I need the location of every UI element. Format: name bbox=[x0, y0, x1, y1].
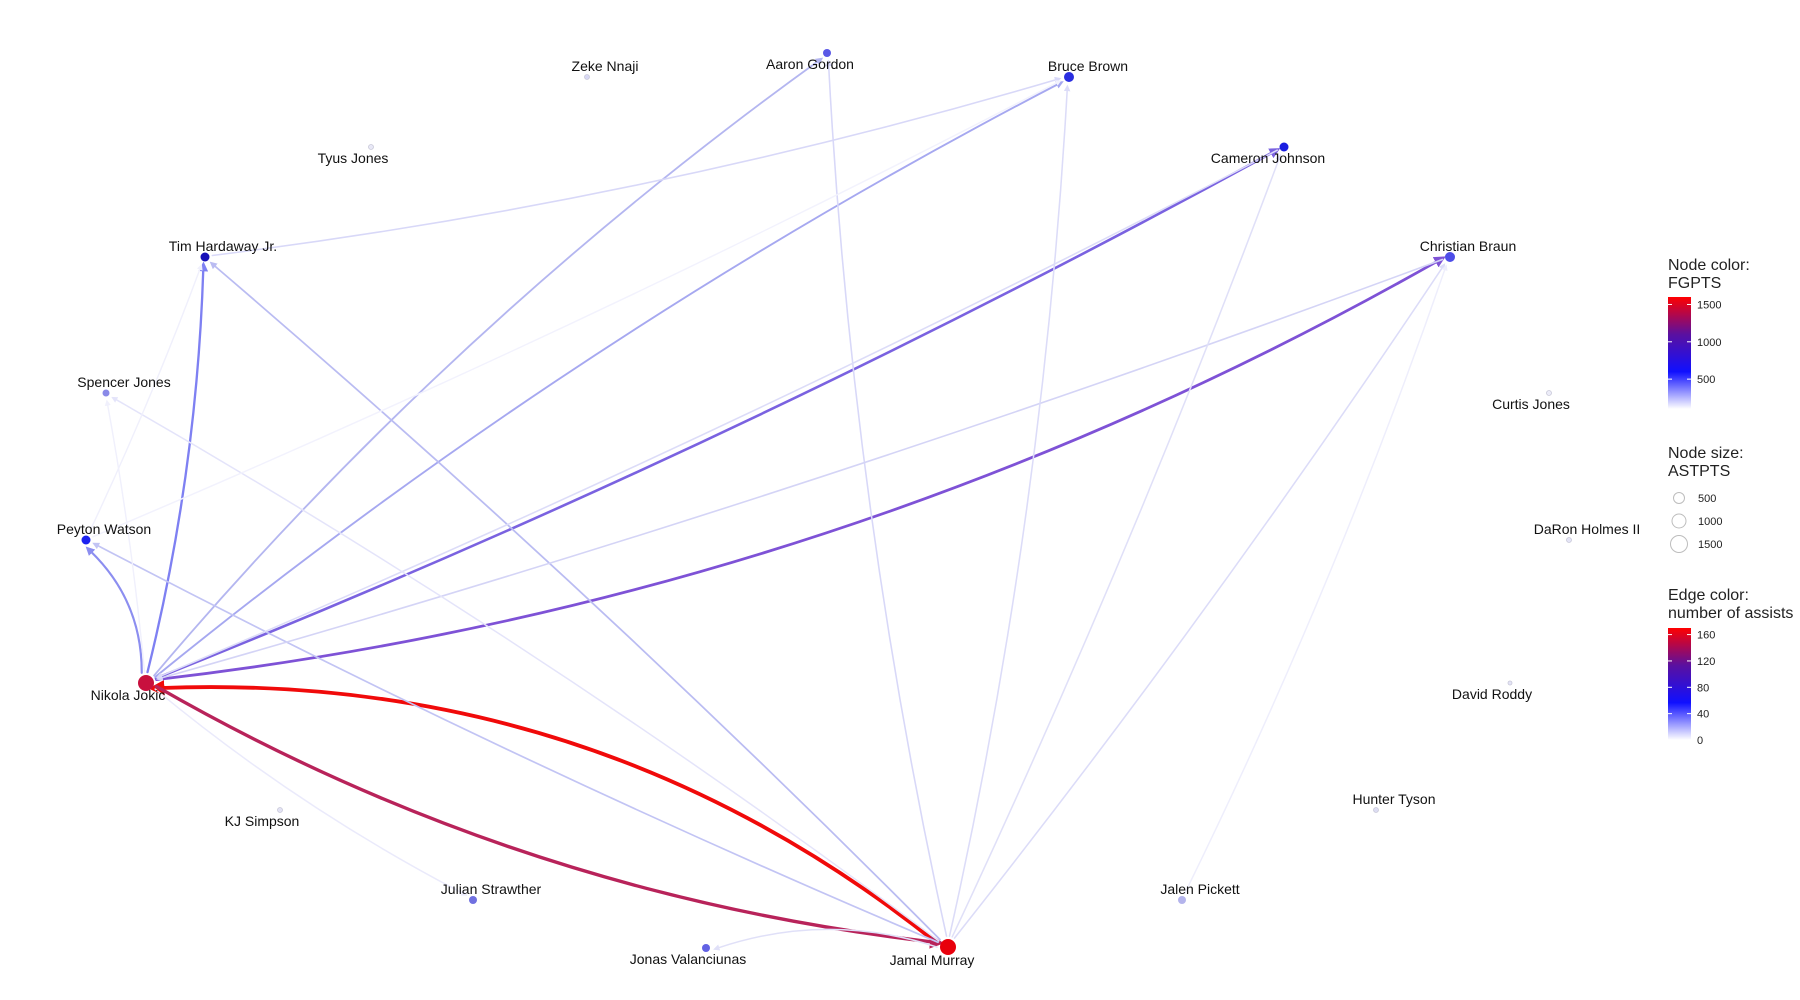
node-label-braun: Christian Braun bbox=[1420, 238, 1517, 254]
edge-jokic-to-watson bbox=[85, 546, 143, 674]
node-label-roddy: David Roddy bbox=[1452, 686, 1532, 702]
legend-tick-label: 0 bbox=[1697, 735, 1703, 747]
node-label-murray: Jamal Murray bbox=[890, 952, 975, 968]
node-simpson bbox=[277, 807, 283, 813]
node-label-sjones: Spencer Jones bbox=[77, 374, 170, 390]
node-braun bbox=[1445, 252, 1455, 262]
node-tyson bbox=[1373, 807, 1379, 813]
edge-murray-to-gordon bbox=[825, 59, 948, 937]
node-pickett bbox=[1178, 896, 1186, 904]
edge-layer bbox=[85, 57, 1448, 951]
node-label-tyson: Hunter Tyson bbox=[1352, 791, 1435, 807]
node-size-legend-label: 1500 bbox=[1698, 539, 1722, 551]
legend-tick-label: 40 bbox=[1697, 709, 1709, 721]
legend-tick-label: 1000 bbox=[1697, 337, 1721, 349]
edge-murray-to-sjones bbox=[111, 396, 940, 942]
node-size-legend-label: 1000 bbox=[1698, 516, 1722, 528]
edge-braun-to-jokic bbox=[156, 258, 1444, 681]
node-color-ticks: 1500 1000 500 bbox=[1668, 299, 1721, 386]
node-nnaji bbox=[584, 74, 590, 80]
node-hardaway bbox=[200, 252, 210, 262]
edge-murray-to-jokic bbox=[148, 679, 940, 946]
node-cjones bbox=[1546, 390, 1552, 396]
node-label-nnaji: Zeke Nnaji bbox=[572, 58, 639, 74]
node-label-hardaway: Tim Hardaway Jr. bbox=[169, 238, 277, 254]
edge-murray-to-braun bbox=[953, 263, 1446, 939]
legend-tick-label: 500 bbox=[1697, 374, 1715, 386]
node-color-legend-subtitle: FGPTS bbox=[1668, 275, 1721, 292]
node-valanciunas bbox=[702, 944, 710, 952]
node-jokic bbox=[138, 675, 154, 691]
node-label-holmes: DaRon Holmes II bbox=[1534, 521, 1641, 537]
edge-jokic-to-gordon bbox=[153, 57, 824, 677]
node-roddy bbox=[1507, 680, 1513, 686]
node-layer bbox=[81, 49, 1572, 955]
node-size-legend-circle bbox=[1670, 535, 1688, 553]
node-tjones bbox=[368, 144, 374, 150]
edge-jokic-to-strawther bbox=[154, 688, 468, 896]
node-color-bar bbox=[1668, 297, 1691, 409]
edge-murray-to-cjohnson bbox=[951, 153, 1282, 938]
edge-color-legend-title: Edge color: bbox=[1668, 587, 1749, 604]
node-size-legend-circle bbox=[1671, 513, 1687, 529]
node-size-legend-subtitle: ASTPTS bbox=[1668, 463, 1730, 480]
node-label-gordon: Aaron Gordon bbox=[766, 56, 854, 72]
legend-tick-label: 120 bbox=[1697, 656, 1715, 668]
node-label-cjohnson: Cameron Johnson bbox=[1211, 150, 1325, 166]
node-label-strawther: Julian Strawther bbox=[441, 881, 542, 897]
node-watson bbox=[81, 535, 91, 545]
edge-murray-to-valanciunas bbox=[713, 928, 938, 951]
node-label-watson: Peyton Watson bbox=[57, 521, 151, 537]
node-size-legend-title: Node size: bbox=[1668, 445, 1744, 462]
node-size-legend-label: 500 bbox=[1698, 493, 1716, 505]
node-label-pickett: Jalen Pickett bbox=[1160, 881, 1239, 897]
node-label-cjones: Curtis Jones bbox=[1492, 396, 1570, 412]
edge-murray-to-watson bbox=[92, 542, 939, 944]
legend-tick-label: 1500 bbox=[1697, 299, 1721, 311]
edge-watson-to-hardaway bbox=[88, 263, 203, 534]
edge-jokic-to-brown bbox=[154, 81, 1064, 678]
node-gordon bbox=[823, 49, 831, 57]
label-layer: Nikola Jokic Jamal Murray Aaron Gordon Bruc… bbox=[57, 56, 1641, 968]
edge-hardaway-to-brown bbox=[211, 76, 1062, 257]
node-cjohnson bbox=[1279, 142, 1289, 152]
node-holmes bbox=[1566, 537, 1572, 543]
node-color-legend-title: Node color: bbox=[1668, 257, 1750, 274]
node-brown bbox=[1064, 72, 1074, 82]
node-sjones bbox=[102, 389, 110, 397]
node-color-legend: Node color: FGPTS 1500 1000 500 bbox=[1668, 257, 1750, 409]
edge-color-bar bbox=[1668, 628, 1691, 740]
node-label-tjones: Tyus Jones bbox=[318, 150, 389, 166]
edge-jokic-to-murray bbox=[154, 684, 945, 949]
edge-color-legend: Edge color: number of assists 160 120 80 40… bbox=[1668, 587, 1793, 747]
node-size-legend: Node size: ASTPTS 500 1000 1500 bbox=[1668, 445, 1744, 553]
node-size-legend-circle bbox=[1673, 492, 1685, 504]
edge-murray-to-hardaway bbox=[209, 261, 941, 941]
node-murray bbox=[940, 939, 956, 955]
legend: Node color: FGPTS 1500 1000 500 Node size:… bbox=[1668, 257, 1793, 747]
edge-pickett-to-braun bbox=[1183, 264, 1448, 895]
node-strawther bbox=[469, 896, 477, 904]
node-size-items: 500 1000 1500 bbox=[1670, 492, 1722, 553]
node-label-jokic: Nikola Jokic bbox=[91, 687, 166, 703]
edge-cjohnson-to-jokic bbox=[155, 149, 1278, 679]
edge-color-legend-subtitle: number of assists bbox=[1668, 605, 1793, 622]
node-label-simpson: KJ Simpson bbox=[225, 813, 300, 829]
edge-color-ticks: 160 120 80 40 0 bbox=[1668, 630, 1715, 747]
edge-watson-to-brown bbox=[92, 80, 1062, 538]
node-label-brown: Bruce Brown bbox=[1048, 58, 1128, 74]
edge-jokic-to-sjones bbox=[104, 399, 146, 673]
edge-jokic-to-hardaway bbox=[146, 261, 209, 674]
legend-tick-label: 160 bbox=[1697, 630, 1715, 642]
edge-murray-to-brown bbox=[948, 84, 1071, 937]
node-label-valanciunas: Jonas Valanciunas bbox=[630, 951, 746, 967]
legend-tick-label: 80 bbox=[1697, 682, 1709, 694]
edge-jokic-to-braun bbox=[155, 256, 1446, 681]
edge-jokic-to-cjohnson bbox=[154, 148, 1281, 680]
